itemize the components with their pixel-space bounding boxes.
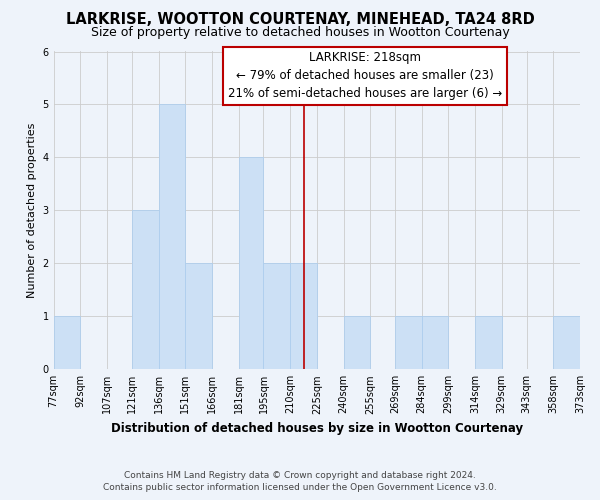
Bar — [239, 158, 263, 370]
Text: LARKRISE: 218sqm
← 79% of detached houses are smaller (23)
21% of semi-detached : LARKRISE: 218sqm ← 79% of detached house… — [228, 52, 502, 100]
Text: LARKRISE, WOOTTON COURTENAY, MINEHEAD, TA24 8RD: LARKRISE, WOOTTON COURTENAY, MINEHEAD, T… — [65, 12, 535, 28]
Bar — [344, 316, 370, 370]
Bar — [422, 316, 448, 370]
Bar — [53, 316, 80, 370]
Bar — [185, 264, 212, 370]
Bar — [475, 316, 502, 370]
Text: Contains HM Land Registry data © Crown copyright and database right 2024.
Contai: Contains HM Land Registry data © Crown c… — [103, 471, 497, 492]
Bar — [395, 316, 422, 370]
Bar — [263, 264, 290, 370]
Bar — [290, 264, 317, 370]
Bar — [132, 210, 158, 370]
Bar — [158, 104, 185, 370]
X-axis label: Distribution of detached houses by size in Wootton Courtenay: Distribution of detached houses by size … — [111, 422, 523, 435]
Y-axis label: Number of detached properties: Number of detached properties — [27, 122, 37, 298]
Text: Size of property relative to detached houses in Wootton Courtenay: Size of property relative to detached ho… — [91, 26, 509, 39]
Bar — [553, 316, 580, 370]
